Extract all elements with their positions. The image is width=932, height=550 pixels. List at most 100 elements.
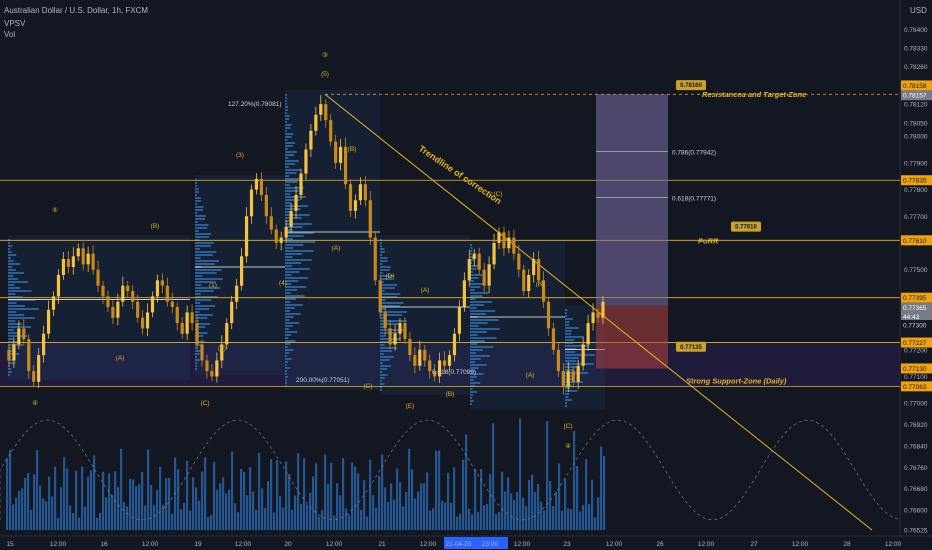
y-tick-label: 0.77900 — [904, 160, 928, 167]
indicator-vol[interactable]: Vol — [4, 30, 16, 39]
volume-bar — [342, 458, 345, 530]
volume-profile-bar — [195, 227, 208, 229]
volume-profile-bar — [195, 221, 199, 223]
volume-bar — [198, 500, 201, 530]
volume-bar — [405, 491, 408, 530]
y-tick-label: 0.76920 — [904, 422, 928, 429]
candle-body — [507, 237, 511, 249]
wave-label: (2) — [218, 345, 226, 352]
volume-bar — [537, 483, 540, 530]
volume-profile-bar — [285, 115, 290, 117]
volume-profile-bar — [195, 368, 198, 370]
callout-text: Strong Support-Zone (Daily) — [686, 376, 787, 385]
volume-profile-bar — [380, 251, 385, 253]
volume-bar — [582, 504, 585, 530]
x-tick-label: 19 — [194, 541, 202, 548]
candle-body — [576, 365, 580, 382]
candle-body — [413, 355, 417, 366]
volume-bar — [552, 506, 555, 530]
y-tick-label: 0.77000 — [904, 401, 928, 408]
volume-profile-bar — [285, 184, 290, 186]
volume-bar — [300, 503, 303, 530]
volume-profile-bar — [195, 197, 201, 199]
volume-profile-bar — [285, 256, 293, 258]
volume-profile-bar — [565, 321, 570, 323]
volume-profile-bar — [380, 308, 387, 310]
price-tag: 0.77063 — [903, 384, 927, 391]
candle-body — [601, 301, 605, 318]
volume-profile-bar — [380, 374, 388, 376]
volume-bar — [123, 502, 126, 530]
volume-profile-bar — [8, 326, 31, 328]
volume-bar — [525, 506, 528, 530]
volume-profile-bar — [470, 403, 472, 405]
volume-profile-bar — [380, 248, 385, 250]
candle-body — [230, 301, 234, 324]
volume-profile-bar — [285, 337, 289, 339]
volume-profile-bar — [8, 320, 16, 322]
volume-bar — [483, 505, 486, 530]
candle-body — [136, 301, 140, 318]
candle-body — [116, 301, 120, 318]
volume-profile-bar — [470, 328, 500, 330]
volume-profile-bar — [470, 400, 474, 402]
volume-profile-bar — [380, 335, 386, 337]
volume-profile-bar — [195, 230, 199, 232]
volume-profile-bar — [470, 247, 473, 249]
volume-profile-bar — [565, 363, 594, 365]
volume-bar — [564, 478, 567, 530]
volume-bar — [153, 504, 156, 530]
volume-bar — [549, 481, 552, 530]
volume-bar — [363, 480, 366, 530]
callout-tag-box — [676, 341, 706, 352]
fib-127-label: 127.20%(0.78081) — [228, 101, 282, 108]
volume-bar — [543, 510, 546, 530]
volume-bar — [441, 500, 444, 530]
volume-profile-bar — [380, 284, 398, 286]
volume-bar — [417, 491, 420, 530]
candle-body — [368, 200, 372, 238]
callout-text: Resistancea and Target-Zone — [702, 90, 806, 99]
volume-profile-bar — [380, 278, 393, 280]
volume-bar — [570, 509, 573, 530]
volume-bar — [267, 481, 270, 530]
candle-body — [145, 312, 150, 329]
volume-profile-bar — [470, 340, 485, 342]
volume-profile-bar — [470, 337, 497, 339]
volume-profile-bar — [195, 215, 206, 217]
candle-body — [304, 149, 308, 174]
volume-bar — [447, 472, 450, 530]
volume-profile-bar — [565, 312, 567, 314]
volume-bar — [213, 461, 216, 530]
volume-profile-bar — [380, 257, 388, 259]
x-tick-label: 12:00 — [606, 541, 623, 548]
candle-body — [200, 344, 204, 361]
volume-bar — [192, 477, 195, 530]
indicator-vpsv[interactable]: VPSV — [4, 19, 26, 28]
volume-bar — [573, 430, 576, 530]
volume-profile-bar — [8, 350, 16, 352]
volume-profile-bar — [8, 245, 13, 247]
volume-profile-bar — [195, 224, 209, 226]
volume-profile-bar — [565, 336, 584, 338]
volume-profile-bar — [195, 233, 212, 235]
volume-bar — [84, 506, 87, 530]
wave-label: (A) — [526, 372, 535, 379]
volume-profile-bar — [285, 244, 304, 246]
volume-profile-bar — [470, 346, 494, 348]
volume-bar — [312, 476, 315, 530]
volume-profile-bar — [380, 371, 383, 373]
price-tag-box — [901, 90, 932, 101]
volume-bar — [408, 448, 411, 530]
volume-bar — [228, 489, 231, 530]
volume-profile-bar — [285, 241, 316, 243]
callout-tag: 0.77610 — [735, 225, 757, 231]
candle-body — [299, 173, 303, 195]
volume-profile-bar — [195, 293, 201, 295]
volume-profile-bar — [380, 290, 385, 292]
wave-label: (A) — [332, 245, 341, 252]
volume-profile-bar — [470, 253, 472, 255]
volume-profile-bar — [195, 203, 197, 205]
volume-profile-bar — [565, 381, 583, 383]
